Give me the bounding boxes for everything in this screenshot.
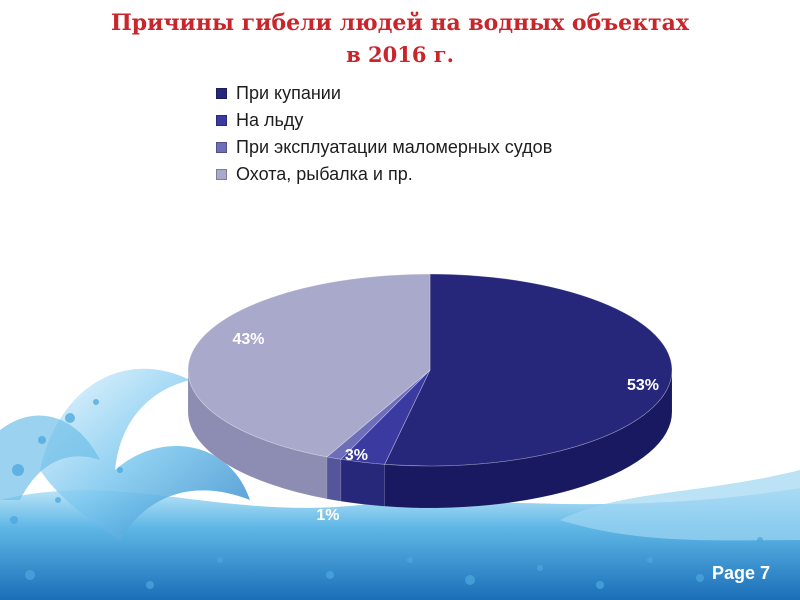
pie-slice-3 [187,273,431,458]
chart-legend: При купании На льду При эксплуатации мал… [216,80,552,188]
pie-wall-0 [384,369,673,509]
pie-slice-2 [326,369,431,460]
pie-data-label-1: 3% [345,447,368,464]
pie-data-label-3: 43% [232,331,264,348]
slide-title-line1: Причины гибели людей на водных объектах [110,10,690,36]
pie-data-label-0: 53% [627,377,659,394]
legend-label-hunting-fishing: Охота, рыбалка и пр. [236,164,413,184]
legend-item-swimming: При купании [216,80,552,107]
legend-label-ice: На льду [236,110,304,130]
pie-slice-1 [340,369,431,465]
legend-label-small-vessels: При эксплуатации маломерных судов [236,137,553,157]
page-number: Page 7 [711,563,770,583]
legend-item-ice: На льду [216,107,552,134]
pie-data-labels: 53% 3% 1% 43% [232,331,658,524]
legend-swatch-ice [216,115,227,126]
legend-item-small-vessels: При эксплуатации маломерных судов [216,134,552,161]
pie-side-walls [187,369,673,509]
legend-swatch-swimming [216,88,227,99]
slide-title-line2: в 2016 г. [346,42,454,67]
legend-swatch-hunting-fishing [216,169,227,180]
legend-item-hunting-fishing: Охота, рыбалка и пр. [216,161,552,188]
pie-wall-1 [340,458,385,507]
pie-slice-0 [384,273,673,467]
legend-label-swimming: При купании [236,83,341,103]
pie-data-label-2: 1% [316,507,339,524]
legend-swatch-small-vessels [216,142,227,153]
pie-top-faces [187,273,673,467]
pie-wall-2 [326,456,342,502]
